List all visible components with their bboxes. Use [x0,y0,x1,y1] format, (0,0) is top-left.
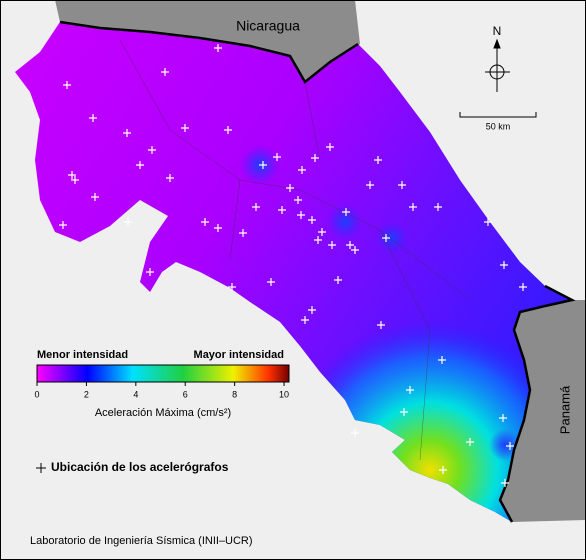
station [374,156,382,164]
station [286,184,294,192]
province-lines [119,39,471,461]
station [318,228,326,236]
station [342,208,350,216]
station [259,161,267,169]
intensity-spot [327,204,363,240]
station [398,181,406,189]
colorbar-tick-label: 4 [133,389,138,399]
station [351,429,359,437]
panama-land [500,300,586,522]
colorbar-tick-label: 8 [232,389,237,399]
station [406,386,414,394]
station [91,193,99,201]
station [146,268,154,276]
legend-label: Ubicación de los acelerógrafos [51,460,229,474]
station [506,442,514,450]
station [519,283,527,291]
colorbar-tick-label: 0 [34,389,39,399]
stations [59,44,527,487]
colorbar-low: Menor intensidad [37,349,128,361]
station [308,306,316,314]
station [273,153,281,161]
colorbar-tick-label: 10 [279,389,289,399]
nicaragua-land [55,0,360,82]
station [501,479,509,487]
colorbar-tick-label: 2 [84,389,89,399]
station [267,278,275,286]
colorbar-tick-label: 6 [183,389,188,399]
station [136,161,144,169]
station [89,114,97,122]
station [224,126,232,134]
station [314,236,322,244]
station [181,124,189,132]
station [439,466,447,474]
north-label: N [493,24,502,38]
station [166,174,174,182]
station [252,203,260,211]
station [409,203,417,211]
station [366,181,374,189]
station [161,68,169,76]
legend-marker [36,463,46,473]
station [434,203,442,211]
station [311,154,319,162]
station [201,218,209,226]
station [377,321,385,329]
station [214,224,222,232]
station [301,316,309,324]
legend: Ubicación de los acelerógrafos [36,460,229,474]
scale-bar [459,112,537,118]
station [400,408,408,416]
compass [485,38,510,92]
country-label: Nicaragua [236,18,300,34]
station [500,261,508,269]
station [59,221,67,229]
station [71,176,79,184]
station [351,246,359,254]
footer: Laboratorio de Ingeniería Sísmica (INII–… [30,535,253,547]
colorbar-title: Aceleración Máxima (cm/s²) [95,407,231,419]
station [278,206,286,214]
station [214,44,222,52]
country-label: Panamá [557,385,572,434]
intensity-spot [376,222,408,254]
station [124,218,132,226]
station [239,229,247,237]
station [438,356,446,364]
colorbar-high: Mayor intensidad [194,349,284,361]
border-north [59,20,359,84]
station [68,171,76,179]
colorbar [36,364,290,383]
scale-label: 50 km [486,121,511,131]
station [326,143,334,151]
station [499,414,507,422]
station [308,216,316,224]
station [148,146,156,154]
station [382,234,390,242]
station [346,241,354,249]
station [228,283,236,291]
station [484,218,492,226]
station [466,438,474,446]
station [334,276,342,284]
station [294,196,302,204]
station [63,81,71,89]
station [298,166,306,174]
station [123,129,131,137]
station [328,241,336,249]
station [297,211,305,219]
